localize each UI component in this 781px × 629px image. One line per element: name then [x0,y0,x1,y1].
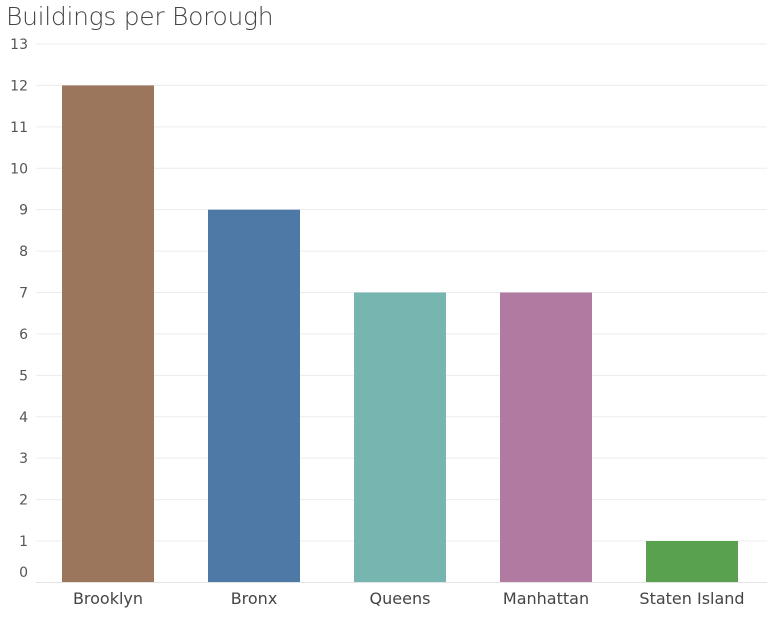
y-tick-label: 10 [10,161,28,177]
x-axis-labels: Brooklyn Bronx Queens Manhattan Staten Islan… [73,589,745,608]
y-tick-label: 1 [19,534,28,550]
bar-staten-island[interactable] [646,541,738,582]
y-tick-label: 2 [19,493,28,509]
bar-manhattan[interactable] [500,292,592,583]
y-tick-label: 9 [19,203,28,219]
y-tick-label: 11 [10,120,28,136]
y-tick-label: 4 [19,410,28,426]
y-tick-label: 7 [19,286,28,302]
y-tick-label: 12 [10,78,28,94]
bar-brooklyn[interactable] [62,85,154,583]
x-category-label: Bronx [231,589,278,608]
x-category-label: Manhattan [503,589,589,608]
x-category-label: Staten Island [639,589,744,608]
bar-queens[interactable] [354,292,446,583]
y-tick-label: 8 [19,244,28,260]
x-category-label: Queens [370,589,431,608]
y-tick-label: 5 [19,368,28,384]
y-tick-label: 0 [19,565,28,581]
bars [62,85,738,583]
y-tick-label: 13 [10,37,28,53]
bar-bronx[interactable] [208,209,300,582]
y-tick-label: 3 [19,451,28,467]
chart-title: Buildings per Borough [6,2,274,31]
y-tick-label: 6 [19,327,28,343]
x-category-label: Brooklyn [73,589,143,608]
